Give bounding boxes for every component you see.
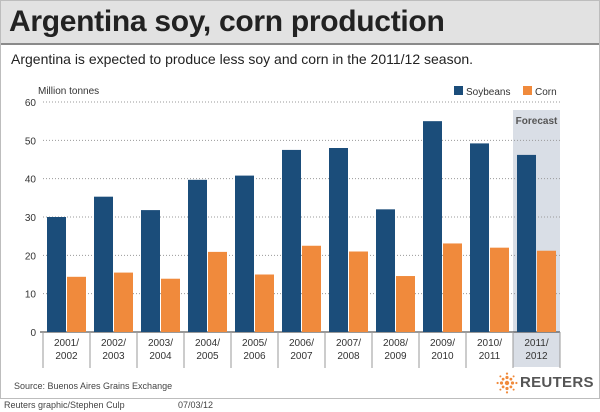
x-tick-label: 2006 [243, 351, 266, 362]
bar-corn [67, 276, 86, 332]
y-tick-label: 30 [25, 213, 37, 224]
graphic-credit: Reuters graphic/Stephen Culp [4, 400, 125, 410]
x-tick-label: 2001/ [54, 338, 79, 349]
legend-swatch-soybeans [454, 86, 463, 95]
x-tick-label: 2003/ [148, 338, 173, 349]
bar-corn [302, 245, 321, 332]
y-tick-label: 40 [25, 175, 37, 186]
bar-soybeans [470, 143, 489, 332]
reuters-logo: REUTERS [496, 372, 596, 394]
header-band [1, 1, 599, 43]
bar-corn [255, 274, 274, 332]
bar-corn [490, 247, 509, 332]
forecast-label: Forecast [516, 116, 558, 127]
bar-soybeans [94, 196, 113, 332]
x-tick-label: 2010/ [477, 338, 502, 349]
x-tick-label: 2005 [196, 351, 219, 362]
source-note: Source: Buenos Aires Grains Exchange [14, 381, 173, 391]
x-tick-label: 2002/ [101, 338, 126, 349]
bar-corn [114, 272, 133, 332]
legend-label-corn: Corn [535, 87, 557, 98]
bar-corn [349, 251, 368, 332]
y-tick-label: 0 [30, 328, 36, 339]
bar-soybeans [329, 148, 348, 332]
bar-soybeans [47, 217, 66, 332]
x-tick-label: 2007/ [336, 338, 361, 349]
x-tick-label: 2012 [525, 351, 548, 362]
x-tick-label: 2009 [384, 351, 407, 362]
bar-corn [161, 278, 180, 332]
page-title: Argentina soy, corn production [9, 5, 445, 38]
x-tick-label: 2003 [102, 351, 125, 362]
bar-soybeans [282, 149, 301, 332]
publication-date: 07/03/12 [178, 400, 214, 410]
legend-label-soybeans: Soybeans [466, 87, 510, 98]
x-tick-label: 2007 [290, 351, 313, 362]
reuters-logo-text: REUTERS [520, 374, 594, 391]
x-tick-label: 2004/ [195, 338, 220, 349]
x-tick-label: 2002 [55, 351, 78, 362]
y-tick-label: 60 [25, 98, 37, 109]
x-tick-label: 2005/ [242, 338, 267, 349]
bar-corn [396, 276, 415, 332]
bar-soybeans [423, 121, 442, 333]
x-tick-label: 2009/ [430, 338, 455, 349]
x-tick-label: 2006/ [289, 338, 314, 349]
y-axis-label: Million tonnes [38, 86, 99, 97]
bar-soybeans [235, 175, 254, 332]
reuters-logo-icon [496, 372, 518, 394]
bar-soybeans [188, 179, 207, 332]
bar-soybeans [376, 209, 395, 332]
bar-soybeans [517, 154, 536, 332]
y-tick-label: 10 [25, 290, 37, 301]
x-tick-label: 2010 [431, 351, 454, 362]
bar-corn [208, 251, 227, 332]
y-tick-label: 50 [25, 136, 37, 147]
x-tick-label: 2011/ [524, 338, 549, 349]
header-divider [1, 43, 599, 45]
x-tick-label: 2008 [337, 351, 360, 362]
x-tick-label: 2004 [149, 351, 172, 362]
y-tick-label: 20 [25, 251, 37, 262]
x-tick-label: 2008/ [383, 338, 408, 349]
bar-soybeans [141, 210, 160, 332]
legend-swatch-corn [523, 86, 532, 95]
chart-subtitle: Argentina is expected to produce less so… [11, 51, 474, 67]
bar-corn [537, 250, 556, 332]
bar-corn [443, 243, 462, 332]
x-tick-label: 2011 [479, 351, 501, 362]
